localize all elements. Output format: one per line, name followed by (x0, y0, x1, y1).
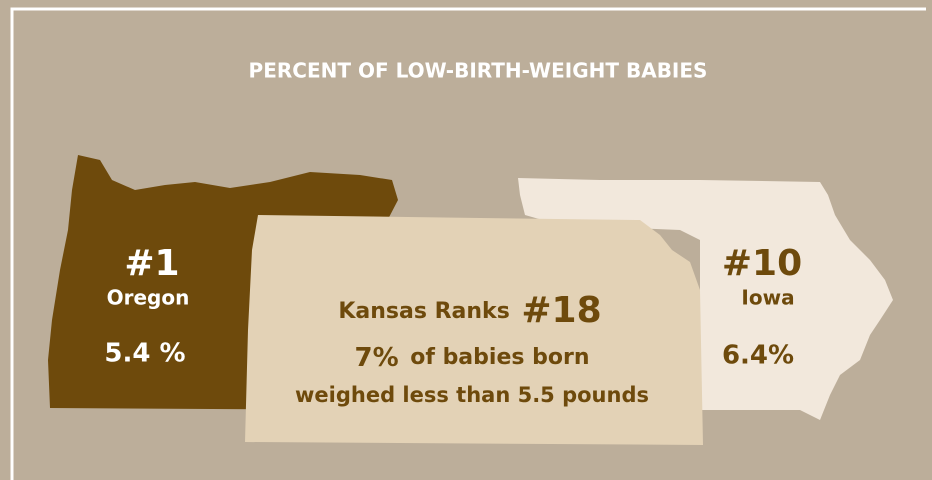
iowa-value: 6.4% (722, 341, 794, 371)
kansas-percent: 7% (354, 343, 398, 373)
kansas-heading: Kansas Ranks (338, 299, 509, 324)
iowa-shape (518, 178, 893, 420)
kansas-line1: 7% of babies born (354, 343, 589, 373)
kansas-rank: #18 (521, 290, 601, 331)
kansas-line1-text: of babies born (410, 345, 589, 370)
kansas-shape (245, 215, 703, 445)
oregon-rank: #1 (124, 243, 179, 284)
kansas-line2: weighed less than 5.5 pounds (295, 383, 649, 407)
title: PERCENT OF LOW-BIRTH-WEIGHT BABIES (249, 59, 708, 83)
oregon-name: Oregon (107, 286, 190, 310)
frame (10, 7, 926, 480)
iowa-rank: #10 (722, 243, 802, 284)
kansas-heading-line: Kansas Ranks #18 (338, 290, 601, 331)
oregon-value: 5.4 % (104, 339, 185, 369)
iowa-name: Iowa (741, 286, 794, 310)
